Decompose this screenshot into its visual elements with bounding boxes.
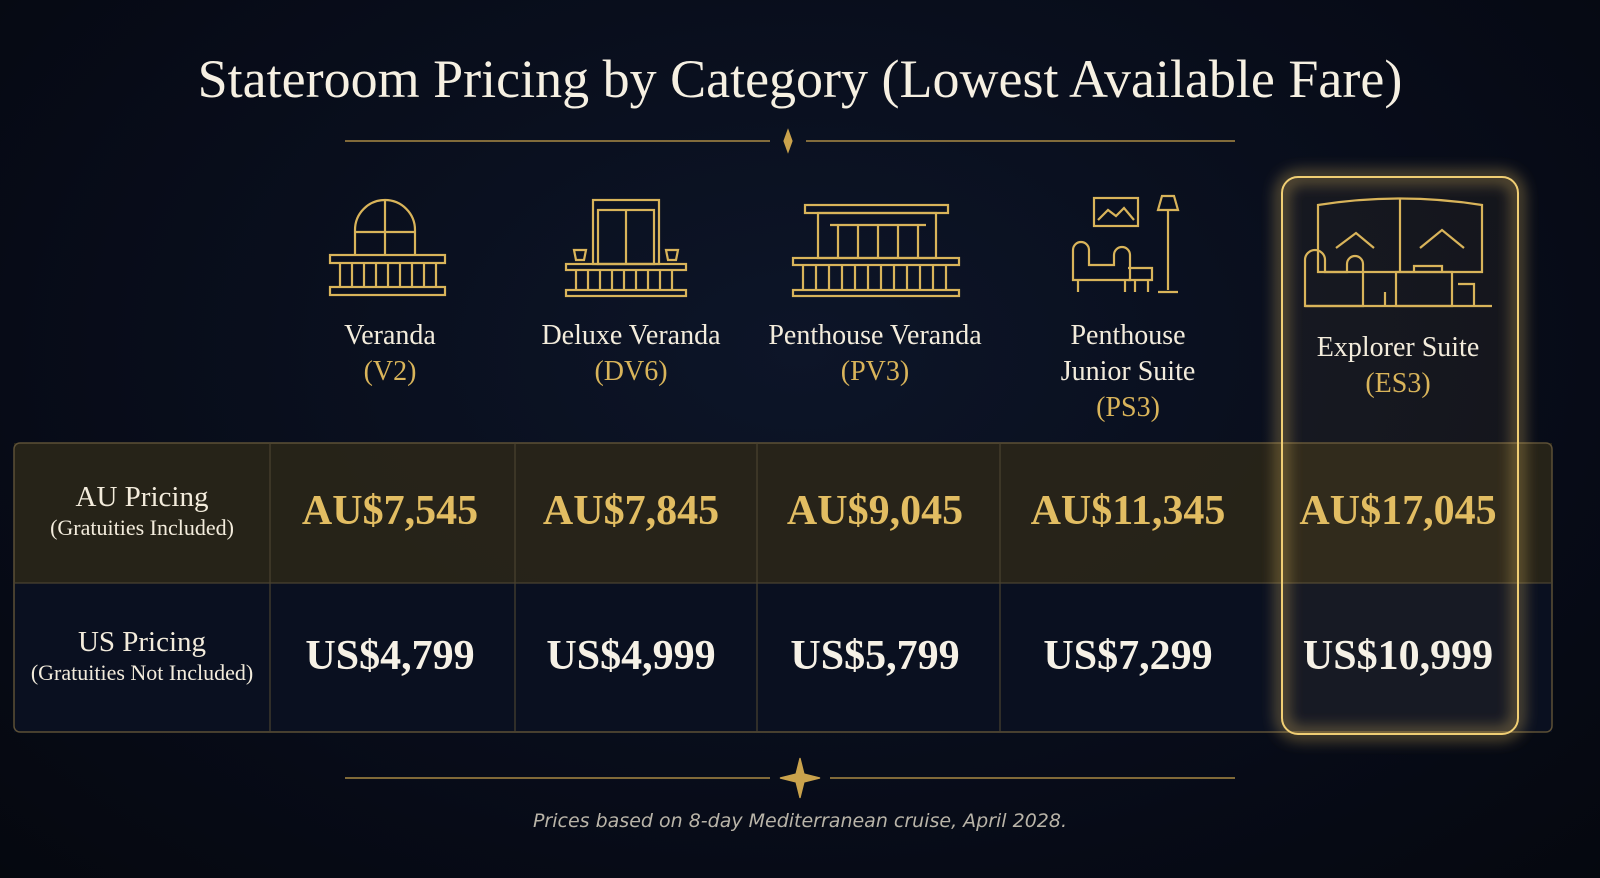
price: AU$11,345: [1030, 488, 1226, 534]
row-title: AU Pricing: [75, 481, 209, 513]
category-name: Veranda: [344, 320, 436, 351]
footnote: Prices based on 8-day Mediterranean crui…: [532, 810, 1068, 832]
category-name: Deluxe Veranda: [541, 320, 721, 351]
icon-explorer-suite: [1303, 197, 1492, 308]
row-note: (Gratuities Not Included): [30, 659, 254, 685]
price: AU$9,045: [786, 488, 964, 534]
icon-junior-suite: [1071, 194, 1180, 294]
price: US$4,999: [546, 632, 716, 679]
row-label: US Pricing (Gratuities Not Included): [14, 625, 270, 687]
column-header: Deluxe Veranda (DV6): [511, 318, 751, 390]
category-code: (PV3): [840, 356, 910, 387]
title: Stateroom Pricing by Category (Lowest Av…: [197, 49, 1403, 109]
highlight-frame: [1281, 176, 1519, 735]
icon-penthouse-veranda: [791, 203, 961, 298]
row-label: AU Pricing (Gratuities Included): [14, 480, 270, 542]
column-header: Penthouse Veranda (PV3): [755, 318, 995, 390]
category-code: (ES3): [1365, 368, 1431, 399]
price: AU$17,045: [1299, 488, 1497, 534]
category-code: (PS3): [1096, 392, 1160, 423]
category-name: Junior Suite: [1060, 356, 1196, 387]
category-name: Penthouse: [1070, 320, 1186, 351]
category-code: (V2): [363, 356, 417, 387]
row-note: (Gratuities Included): [50, 515, 234, 540]
price: US$5,799: [790, 632, 960, 679]
category-name: Explorer Suite: [1316, 332, 1480, 363]
row-title: US Pricing: [77, 625, 207, 658]
category-name: Penthouse Veranda: [768, 320, 982, 351]
icon-veranda: [328, 198, 447, 297]
column-header: Penthouse Junior Suite (PS3): [1008, 318, 1248, 426]
category-code: (DV6): [594, 356, 668, 387]
price: AU$7,845: [542, 488, 720, 534]
price: US$10,999: [1302, 632, 1494, 679]
price: US$4,799: [305, 632, 475, 679]
price: US$7,299: [1043, 632, 1213, 679]
icon-deluxe-veranda: [564, 198, 688, 298]
price: AU$7,545: [301, 488, 479, 534]
column-header: Explorer Suite (ES3): [1278, 330, 1518, 402]
column-header: Veranda (V2): [270, 318, 510, 390]
